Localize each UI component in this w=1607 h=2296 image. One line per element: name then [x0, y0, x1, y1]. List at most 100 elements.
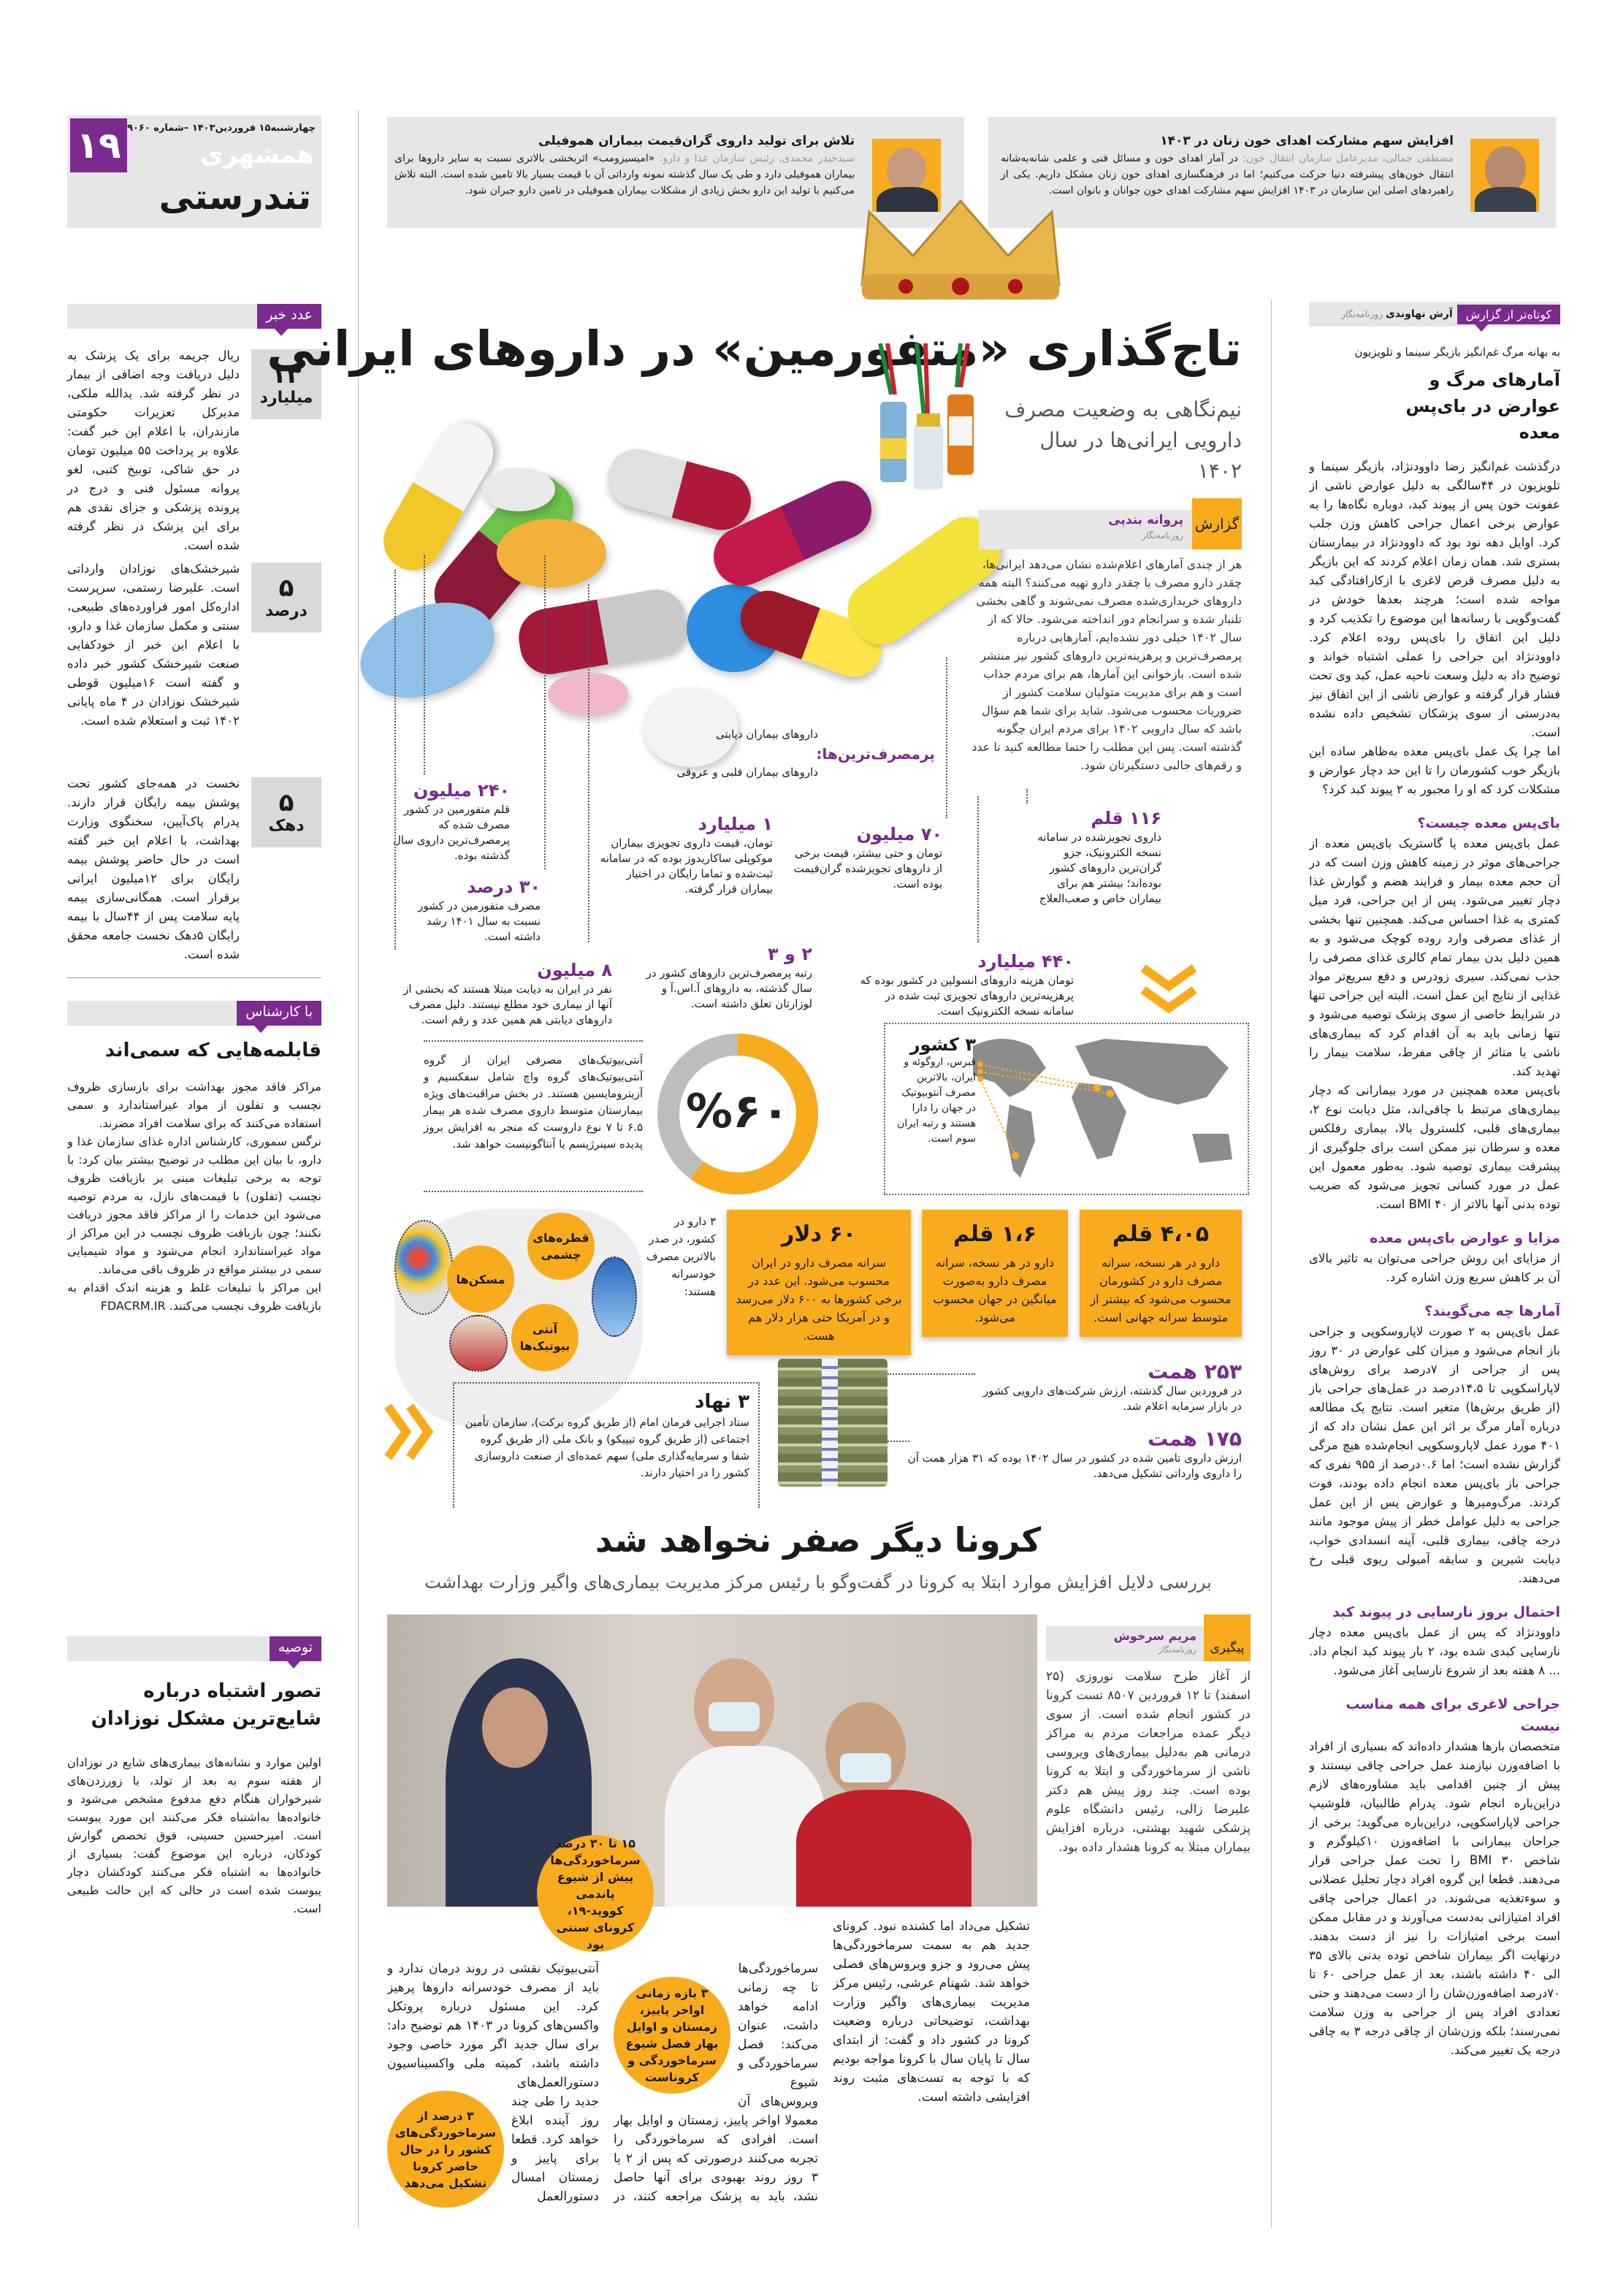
leader-line	[544, 555, 546, 869]
most-used-item: داروهای بیماران دیابتی	[715, 728, 818, 741]
quote-box: تلاش برای تولید داروی گران‌قیمت بیماران …	[387, 117, 964, 228]
corona-column: ۳ درصد از سرماخوردگی‌های کشور را در حال …	[387, 1959, 599, 2208]
article-title: تصور اشتباه درباره شایع‌ترین مشکل نوزادا…	[91, 1680, 321, 1730]
number-box: ۵ دهک	[251, 777, 321, 847]
page-number: ۱۹	[70, 118, 127, 172]
paragraph: بای‌پس معده همچنین در مورد بیمارانی که د…	[1309, 1083, 1560, 1211]
eye-drop-image	[592, 1256, 637, 1337]
followup-label: پیگیری	[1204, 1614, 1251, 1661]
crown-image	[855, 197, 1066, 307]
corona-headline: کرونا دیگر صفر نخواهد شد	[595, 1520, 1042, 1560]
quote-text: در آمار اهدای خون و مسائل فنی و علمی شان…	[1001, 153, 1454, 197]
donut-arc	[690, 1034, 818, 1194]
subheading: جراحی لاغری برای همه مناسب نیست	[1345, 1696, 1560, 1734]
world-map	[973, 1039, 1232, 1178]
article-kicker: به بهانه مرگ غم‌انگیز بازیگر سینما و تلو…	[1354, 346, 1560, 359]
section-title: تندرستی	[159, 177, 311, 218]
world-map-box: ۳ کشور قبرس، اروگوئه و ایران، بالاترین م…	[884, 1023, 1249, 1195]
stat-70-million: ۷۰ میلیون تومان و حتی بیشتر، قیمت برخی از…	[793, 824, 942, 890]
newspaper-logo: همشهری	[200, 140, 314, 169]
right-article: به بهانه مرگ غم‌انگیز بازیگر سینما و تلو…	[1309, 343, 1560, 2184]
author-role: روزنامه‌نگار	[1159, 1645, 1196, 1655]
pills-image	[329, 412, 1030, 774]
numbers-label-bar: عدد خبر	[67, 304, 321, 336]
chevron-down-icon	[1140, 964, 1198, 1015]
subheading: آمارها چه می‌گویند؟	[1424, 1303, 1560, 1319]
leader-line	[888, 1373, 975, 1375]
divider	[67, 977, 321, 978]
expert-article-body: مراکز فاقد مجوز بهداشت برای بازسازی ظروف…	[67, 1078, 321, 1589]
corona-column-text: سرماخوردگی‌ها تا چه زمانی ادامه خواهد دا…	[614, 1961, 818, 2204]
advice-article-body: اولین موارد و نشانه‌های بیماری‌های شایع …	[67, 1753, 321, 2206]
followup-header: پیگیری مریم سرخوش روزنامه‌نگار	[1046, 1614, 1251, 1661]
author-name: مریم سرخوش	[1113, 1629, 1196, 1643]
paragraph: اما چرا یک عمل بای‌پس معده به‌ظاهر ساده …	[1309, 744, 1560, 796]
money-stack-image	[778, 1359, 888, 1487]
medal-bottles	[858, 343, 990, 489]
quote-title: تلاش برای تولید داروی گران‌قیمت بیماران …	[538, 134, 855, 148]
stat-box: ۴،۰۵ قلم دارو در هر نسخه، سرانه مصرف دارو…	[1080, 1210, 1242, 1337]
stat-116-items: ۱۱۶ قلم داروی تجویزشده در سامانه نسخه الک…	[1037, 808, 1161, 905]
corona-subtitle: بررسی دلایل افزایش موارد ابتلا به کرونا …	[424, 1572, 1212, 1593]
paragraph: این مراکز با تبلیغات غلط و هزینه اندک اق…	[67, 1281, 321, 1313]
author-name: پروانه بندپی	[1108, 513, 1183, 527]
leader-line	[977, 796, 979, 942]
subheading: احتمال بروز نارسایی در پیوند کبد	[1332, 1604, 1560, 1620]
antibiotic-text: آنتی‌بیوتیک‌های مصرفی ایران از گروه آنتی…	[424, 1053, 644, 1151]
leader-line	[588, 584, 589, 942]
stat-8-million: ۸ میلیون نفر در ایران به دیابت مبتلا هستن…	[403, 960, 612, 1026]
countries-stat: ۳ کشور قبرس، اروگوئه و ایران، بالاترین م…	[897, 1034, 976, 1145]
section-label: توصیه	[269, 1636, 321, 1668]
dotted-rule	[424, 1040, 643, 1042]
number-box: ۵ درصد	[251, 562, 321, 633]
paragraph: از مزایای این روش جراحی می‌توان به تاثیر…	[1309, 1251, 1560, 1284]
speaker-photo	[872, 139, 941, 212]
speaker-photo	[1470, 139, 1539, 212]
donut-percent-label: %۶۰	[685, 1085, 790, 1139]
stat-2-and-3: ۲ و ۳ رتبه پرمصرف‌ترین داروهای کشور در سا…	[646, 944, 812, 1010]
institutions-box: ۳ نهاد ستاد اجرایی فرمان امام (از طریق گ…	[453, 1382, 760, 1508]
paragraph: داوودنژاد که پس از عمل بای‌پس معده دچار …	[1309, 1625, 1560, 1677]
quote-text: «امیسیزومب» اثربخشی بالاتری نسبت به سایر…	[394, 153, 855, 197]
self-medication-item: مسکن‌ها	[447, 1246, 514, 1313]
stat-1-billion: ۱ میلیارد تومان، قیمت داروی تجویزی بیمارا…	[600, 814, 773, 896]
dotted-rule	[424, 1191, 643, 1192]
quote-box: افزایش سهم مشارکت اهدای خون زنان در ۱۴۰۳…	[988, 117, 1556, 228]
subheading: مزایا و عوارض بای‌پس معده	[1370, 1230, 1560, 1246]
author-role: روزنامه‌نگار	[1142, 530, 1183, 541]
number-news-text: ریال جریمه برای یک پزشک به دلیل دریافت و…	[67, 348, 240, 552]
corona-column: تشکیل می‌داد اما کشنده نبود. کرونای جدید…	[833, 1919, 1030, 2105]
report-label: گزارش	[1192, 498, 1242, 549]
issue-date: چهارشنبه۱۵ فروردین۱۴۰۳ –شماره ۹۰۶۰	[126, 123, 316, 134]
article-title: آمارهای مرگ و عوارض در بای‌پس معده	[1405, 370, 1560, 443]
paragraph: نرگس سموری، کارشناس اداره غذای سازمان غذ…	[67, 1134, 321, 1276]
paragraph: اولین موارد و نشانه‌های بیماری‌های شایع …	[67, 1755, 321, 1915]
advice-label-bar: توصیه	[67, 1636, 321, 1668]
corona-intro: از آغاز طرح سلامت نوروزی (۲۵ اسفند) تا ۱…	[1046, 1669, 1251, 1855]
page-header: ۱۹ چهارشنبه۱۵ فروردین۱۴۰۳ –شماره ۹۰۶۰ هم…	[67, 115, 321, 228]
leader-line	[946, 657, 947, 818]
most-used-item: داروهای بیماران قلبی و عروقی	[676, 766, 818, 779]
stat-box: ۱،۶ قلم دارو در هر نسخه، سرانه مصرف دارو …	[922, 1210, 1068, 1337]
number-news-text: نخست در همه‌جای کشور تحت پوشش بیمه رایگا…	[67, 777, 240, 961]
number-box: ۱۳ میلیارد	[251, 349, 321, 419]
stat-240-million: ۲۴۰ میلیون قلم متفورمین در کشور مصرف شده …	[392, 780, 510, 862]
leader-line	[888, 1441, 909, 1442]
column-divider	[1271, 300, 1272, 2228]
column-divider	[358, 110, 359, 2228]
most-used-label: پرمصرف‌ترین‌ها:	[816, 745, 935, 763]
main-subtitle: نیم‌نگاهی به وضعیت مصرف دارویی ایرانی‌ها…	[1004, 397, 1242, 483]
quote-title: افزایش سهم مشارکت اهدای خون زنان در ۱۴۰۳	[1160, 134, 1454, 148]
self-medication-item: آنتی بیوتیک‌ها	[511, 1304, 579, 1371]
self-medication-item: قطره‌های چشمی	[527, 1213, 595, 1280]
self-medication-text: ۳ دارو در کشور، در صدر بالاترین مصرف خود…	[646, 1215, 716, 1298]
corona-column-text: آنتی‌بیوتیک نقشی در روند درمان ندارد و ب…	[387, 1961, 599, 2204]
antibiotic-donut: %۶۰	[650, 1026, 825, 1202]
author-role: روزنامه‌نگار	[1341, 309, 1383, 319]
stat-30-percent: ۳۰ درصد مصرف متفورمین در کشور نسبت به سال…	[418, 877, 541, 943]
stat-box: ۶۰ دلار سرانه مصرف دارو در ایران محسوب می…	[727, 1210, 911, 1355]
double-chevron-icon	[384, 1403, 435, 1461]
stat-253-hemat: ۲۵۳ همت در فروردین سال گذشته، ارزش شرکت‌ه…	[983, 1359, 1242, 1414]
corona-column: ۳ بازه زمانی اواخر پاییز، زمستان و اوایل…	[614, 1959, 818, 2208]
expert-label-bar: با کارشناس	[67, 1001, 321, 1033]
